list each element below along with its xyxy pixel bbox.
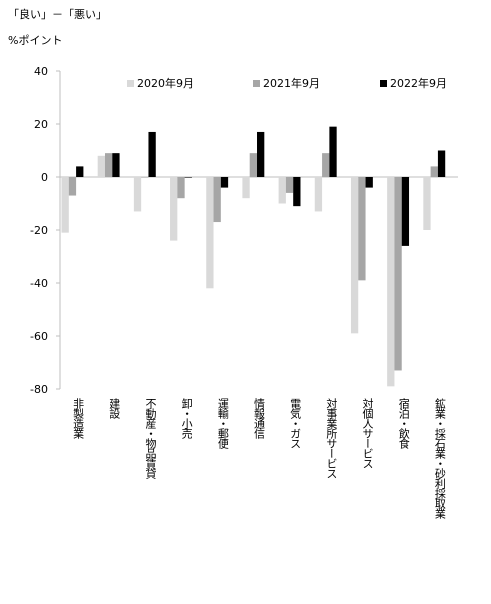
x-category-label: 不動産・物品賃貸 — [144, 398, 157, 480]
bar — [314, 177, 323, 212]
bar — [365, 177, 373, 188]
bar — [350, 177, 359, 334]
x-category-label: 運輸・郵便 — [216, 398, 229, 450]
legend-swatch — [380, 80, 387, 87]
bar — [278, 177, 286, 204]
x-category-label: 情報通信 — [253, 398, 266, 440]
bar — [61, 177, 69, 233]
bar — [401, 177, 410, 246]
bar — [293, 177, 301, 207]
bar — [104, 153, 113, 177]
y-tick-label: -60 — [30, 330, 48, 343]
bar — [329, 126, 337, 177]
bar — [437, 150, 446, 177]
x-category-label: 建設 — [108, 397, 121, 419]
bar — [133, 177, 142, 212]
bar — [423, 177, 431, 230]
y-tick-label: 40 — [34, 65, 48, 78]
bar — [257, 131, 265, 177]
bar — [206, 177, 214, 289]
bar — [387, 177, 395, 387]
legend-label: 2020年9月 — [137, 76, 194, 90]
bar — [242, 177, 250, 199]
bar — [213, 177, 221, 223]
bar — [97, 155, 105, 177]
bar — [358, 177, 366, 281]
y-tick-label: 20 — [34, 118, 48, 131]
bar — [322, 153, 330, 177]
legend-swatch — [127, 80, 134, 87]
bar — [68, 177, 77, 196]
y-tick-label: -40 — [30, 277, 48, 290]
y-tick-label: -80 — [30, 383, 48, 396]
x-category-label: 卸・小売 — [180, 397, 193, 440]
x-category-label: 鉱業・採石業・砂利採取業 — [433, 397, 446, 519]
y-tick-label: 0 — [41, 171, 48, 184]
bar — [249, 153, 258, 177]
bar — [170, 177, 178, 241]
bar — [394, 177, 402, 371]
x-category-label: 対事業所サービス — [325, 397, 338, 479]
legend-swatch — [253, 80, 260, 87]
bar — [184, 177, 192, 178]
x-category-label: 対個人サービス — [361, 397, 374, 469]
bar — [285, 177, 294, 193]
chart-title: 「良い」－「悪い」 — [8, 8, 107, 21]
bar — [430, 166, 438, 177]
x-category-label: 宿泊・飲食 — [397, 397, 410, 450]
x-category-label: 非製造業 — [72, 398, 85, 439]
legend-label: 2022年9月 — [390, 76, 447, 90]
bar — [220, 177, 229, 188]
bar — [112, 153, 120, 177]
bar — [141, 177, 149, 178]
y-axis-unit-label: %ポイント — [8, 34, 63, 47]
legend-label: 2021年9月 — [263, 76, 320, 90]
bar — [148, 131, 156, 177]
y-tick-label: -20 — [30, 224, 48, 237]
x-category-label: 電気・ガス — [289, 398, 302, 449]
bar — [177, 177, 185, 199]
bar — [76, 166, 84, 177]
